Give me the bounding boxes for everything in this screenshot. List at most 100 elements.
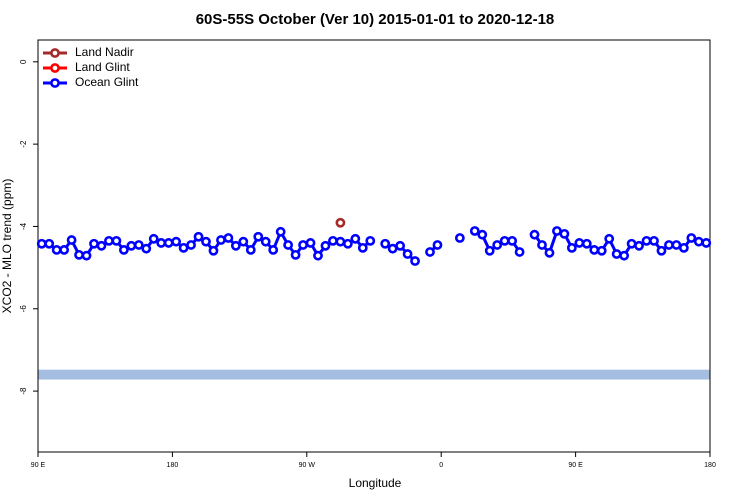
- point: [133, 240, 144, 250]
- point: [664, 240, 674, 250]
- point: [596, 245, 607, 256]
- point: [649, 235, 659, 246]
- point: [268, 245, 279, 255]
- point: [156, 238, 167, 248]
- point: [141, 243, 152, 254]
- point: [335, 236, 346, 247]
- point: [313, 250, 323, 261]
- point: [514, 247, 525, 257]
- x-tick-label: 90 W: [299, 462, 316, 469]
- point: [365, 235, 376, 246]
- point: [290, 249, 301, 260]
- point: [44, 238, 55, 249]
- point: [619, 250, 630, 261]
- point: [208, 245, 219, 256]
- legend-marker: [50, 63, 60, 73]
- chart-title: 60S-55S October (Ver 10) 2015-01-01 to 2…: [196, 11, 555, 28]
- point: [126, 240, 137, 251]
- point: [51, 245, 62, 255]
- point: [59, 245, 70, 255]
- point: [118, 245, 129, 255]
- point: [507, 235, 518, 246]
- point: [193, 231, 204, 242]
- point: [342, 238, 353, 249]
- point: [305, 238, 316, 248]
- y-axis-label: XCO2 - MLO trend (ppm): [0, 179, 14, 314]
- point: [454, 233, 465, 243]
- point: [81, 250, 92, 261]
- point: [559, 228, 570, 239]
- y-tick-label: -2: [19, 140, 28, 148]
- point: [260, 236, 271, 247]
- point: [589, 245, 600, 255]
- point: [552, 226, 562, 236]
- point: [74, 249, 84, 260]
- point: [223, 233, 234, 243]
- y-tick-label: -6: [19, 305, 28, 313]
- point: [216, 235, 226, 245]
- point: [104, 235, 114, 246]
- point: [380, 238, 391, 249]
- point: [335, 217, 346, 228]
- point: [499, 235, 510, 246]
- point: [245, 245, 256, 255]
- point: [581, 238, 592, 249]
- point: [634, 240, 644, 251]
- point: [641, 235, 652, 246]
- point: [350, 233, 361, 244]
- x-tick-label: 180: [704, 462, 716, 469]
- y-tick-label: -4: [19, 222, 28, 230]
- point: [178, 242, 189, 253]
- point: [283, 240, 294, 250]
- point: [693, 236, 704, 247]
- point: [395, 240, 406, 251]
- point: [477, 229, 488, 240]
- point: [484, 245, 495, 256]
- point: [574, 238, 585, 248]
- x-tick-label: 0: [439, 462, 443, 469]
- x-tick-label: 180: [167, 462, 179, 469]
- point: [701, 238, 712, 248]
- point: [298, 240, 308, 250]
- point: [566, 242, 577, 253]
- x-tick-label: 90 E: [568, 462, 583, 469]
- point: [320, 240, 331, 251]
- x-axis-label: Longitude: [349, 476, 402, 490]
- point: [66, 235, 77, 245]
- point: [89, 238, 99, 249]
- point: [163, 238, 174, 248]
- legend-label: Land Nadir: [75, 45, 134, 59]
- point: [275, 226, 286, 237]
- point: [686, 233, 697, 243]
- point: [626, 238, 637, 249]
- point: [492, 240, 503, 250]
- point: [671, 240, 682, 250]
- point: [410, 256, 420, 266]
- point: [402, 249, 413, 259]
- point: [201, 236, 211, 247]
- point: [148, 233, 159, 244]
- point: [604, 233, 615, 244]
- point: [529, 229, 540, 240]
- point: [186, 240, 196, 250]
- x-tick-label: 90 E: [31, 462, 46, 469]
- y-tick-label: -8: [19, 387, 28, 395]
- legend-marker: [50, 78, 60, 88]
- point: [36, 238, 47, 249]
- point: [425, 247, 435, 257]
- point: [469, 226, 480, 236]
- point: [96, 240, 107, 251]
- point: [230, 240, 241, 251]
- point: [253, 231, 264, 242]
- legend-marker: [50, 48, 60, 58]
- point: [656, 245, 667, 256]
- point: [537, 240, 547, 250]
- point: [238, 236, 249, 247]
- point: [432, 240, 443, 250]
- legend-label: Land Glint: [75, 60, 130, 74]
- point: [387, 243, 398, 254]
- band: [38, 369, 710, 380]
- point: [111, 235, 122, 246]
